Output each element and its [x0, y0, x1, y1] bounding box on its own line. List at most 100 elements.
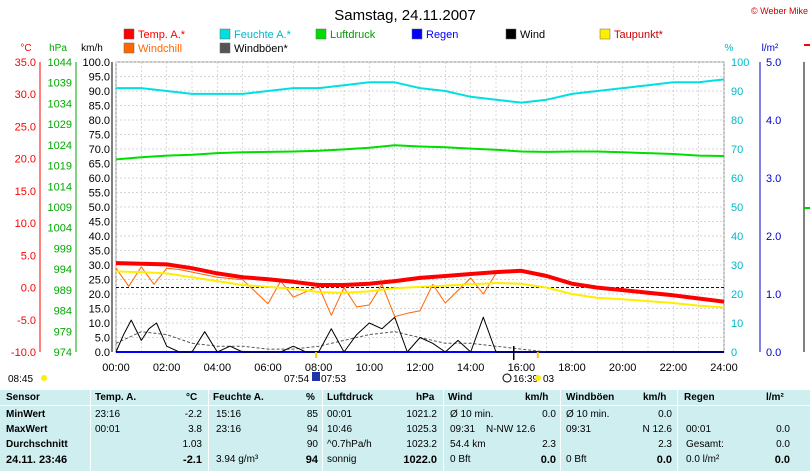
tick-temp: 35.0: [15, 57, 36, 69]
header-luftdruck: Luftdruck: [327, 392, 374, 403]
tick-x: 08:00: [305, 362, 333, 374]
axis-title-kmh: km/h: [81, 43, 103, 54]
tick-kmh: 55.0: [89, 188, 110, 200]
legend-label: Wind: [520, 29, 545, 41]
legend-swatch: [219, 42, 231, 54]
header-sensor: Sensor: [6, 392, 40, 403]
legend-label: Windböen*: [234, 43, 289, 55]
table-cell-wind-a: Ø 10 min.: [450, 409, 494, 420]
tick-percent: 80: [731, 115, 743, 127]
header-regen-unit: l/m²: [766, 392, 784, 403]
tick-x: 02:00: [153, 362, 181, 374]
table-cell-wind-a: 54.4 km: [450, 439, 486, 450]
tick-kmh: 90.0: [89, 86, 110, 98]
table-cell-regen-a: 0.0 l/m²: [686, 454, 720, 465]
axis-title-lm2: l/m²: [762, 43, 779, 54]
tick-percent: 20: [731, 289, 743, 301]
tick-kmh: 65.0: [89, 159, 110, 171]
table-cell-wb-val: 0.0: [656, 454, 672, 466]
tick-hpa: 999: [54, 243, 72, 255]
tick-kmh: 95.0: [89, 72, 110, 84]
tick-lm2: 2.0: [766, 231, 781, 243]
legend-swatch: [315, 28, 327, 40]
header-temp: Temp. A.: [95, 392, 137, 403]
tick-hpa: 979: [54, 326, 72, 338]
legend-label: Taupunkt*: [614, 29, 664, 41]
tick-lm2: 0.0: [766, 347, 781, 359]
tick-hpa: 1044: [48, 57, 72, 69]
tick-kmh: 75.0: [89, 130, 110, 142]
moon-left-time: 08:45: [8, 374, 33, 385]
table-cell-label: MinWert: [6, 409, 46, 420]
tick-kmh: 80.0: [89, 115, 110, 127]
table-cell-wind-a: 09:31: [450, 424, 476, 435]
table-cell-lp-val: 1025.3: [406, 424, 437, 435]
legend-swatch: [599, 28, 611, 40]
sunrise-time: 07:54: [284, 374, 309, 385]
table-cell-temp-val: -2.2: [184, 409, 202, 420]
table-cell-temp-time: 00:01: [95, 424, 121, 435]
legend-swatch: [411, 28, 423, 40]
tick-hpa: 1034: [48, 98, 72, 110]
axis-title-percent: %: [725, 43, 734, 54]
table-cell-label: MaxWert: [6, 424, 48, 435]
tick-lm2: 5.0: [766, 57, 781, 69]
table-cell-temp-val: -2.1: [183, 454, 202, 466]
table-cell-lp-val: 1023.2: [406, 439, 437, 450]
tick-kmh: 25.0: [89, 275, 110, 287]
table-cell-lp-val: 1022.0: [403, 454, 437, 466]
table-cell-wind-val: 2.3: [542, 439, 556, 450]
tick-temp: 15.0: [15, 186, 36, 198]
header-luftdruck-unit: hPa: [416, 392, 435, 403]
table-cell-wb-a: Ø 10 min.: [566, 409, 610, 420]
sunset-icon: [502, 373, 512, 383]
tick-percent: 50: [731, 202, 743, 214]
tick-temp: -5.0: [17, 315, 36, 327]
legend-swatch: [123, 28, 135, 40]
tick-x: 12:00: [406, 362, 434, 374]
tick-lm2: 4.0: [766, 115, 781, 127]
table-cell-lp-time: sonnig: [327, 454, 357, 465]
header-wind: Wind: [448, 392, 473, 403]
tick-percent: 90: [731, 86, 743, 98]
header-windboeen: Windböen: [566, 392, 615, 403]
tick-hpa: 1014: [48, 181, 72, 193]
legend-label: Temp. A.*: [138, 29, 186, 41]
moon-right-time: 03: [543, 374, 555, 385]
tick-kmh: 30.0: [89, 260, 110, 272]
table-cell-lp-time: ^0.7hPa/h: [327, 439, 372, 450]
tick-x: 18:00: [558, 362, 586, 374]
tick-kmh: 45.0: [89, 217, 110, 229]
tick-temp: 0.0: [21, 283, 36, 295]
tick-kmh: 0.0: [95, 347, 110, 359]
tick-hpa: 1004: [48, 223, 72, 235]
table-cell-feuchte-time: 3.94 g/m³: [216, 454, 259, 465]
legend-label: Regen: [426, 29, 458, 41]
tick-kmh: 35.0: [89, 246, 110, 258]
tick-x: 04:00: [204, 362, 232, 374]
table-cell-regen-val: 0.0: [776, 424, 790, 435]
tick-x: 10:00: [356, 362, 384, 374]
series-line: [115, 270, 725, 309]
table-cell-feuchte-val: 85: [306, 409, 318, 420]
tick-lm2: 1.0: [766, 289, 781, 301]
header-wind-unit: km/h: [525, 392, 549, 403]
summary-table: Sensor Temp. A. °C Feuchte A. % Luftdruc…: [0, 390, 810, 471]
tick-temp: 20.0: [15, 154, 36, 166]
series-line: [115, 144, 725, 161]
tick-kmh: 10.0: [89, 318, 110, 330]
sunrise-time-2: 07:53: [321, 374, 346, 385]
header-feuchte: Feuchte A.: [213, 392, 264, 403]
series-line: [115, 316, 724, 353]
tick-kmh: 50.0: [89, 202, 110, 214]
chart-title: Samstag, 24.11.2007: [334, 7, 476, 24]
tick-x: 20:00: [609, 362, 637, 374]
moon-right-icon: [535, 375, 541, 381]
tick-percent: 10: [731, 318, 743, 330]
tick-temp: 5.0: [21, 250, 36, 262]
axis-title-temp: °C: [20, 43, 31, 54]
table-cell-wb-val: 2.3: [658, 439, 672, 450]
tick-x: 24:00: [710, 362, 738, 374]
legend-label: Feuchte A.*: [234, 29, 292, 41]
table-cell-regen-val: 0.0: [774, 454, 790, 466]
